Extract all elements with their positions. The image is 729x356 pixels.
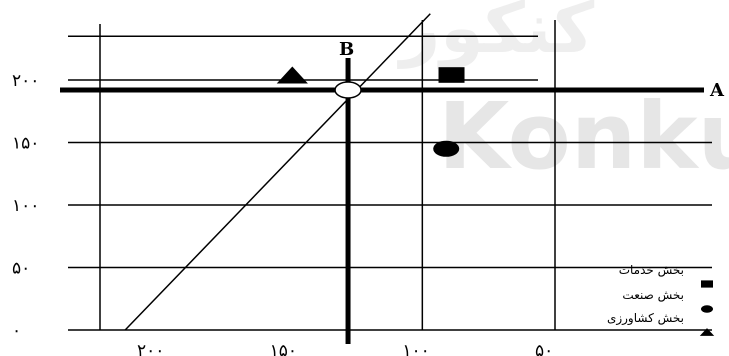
- watermark-latin: Konku: [438, 83, 729, 190]
- data-point-square: [438, 67, 465, 83]
- data-markers: [276, 66, 465, 157]
- legend-label: بخش صنعت: [622, 288, 684, 303]
- legend-marker-square: [701, 280, 713, 288]
- line-b-label: B: [339, 39, 354, 60]
- legend: بخش خدمات بخش صنعت بخش کشاورزی: [607, 263, 715, 336]
- data-point-circle: [433, 140, 460, 157]
- y-tick-label: ۱۰۰: [12, 196, 39, 216]
- y-tick-label: ۲۰۰: [12, 71, 39, 91]
- legend-marker-circle: [701, 305, 713, 313]
- watermark-persian: کنکور: [397, 0, 594, 69]
- grid: [68, 20, 712, 331]
- x-tick-label: ۱۵۰: [270, 341, 297, 356]
- x-tick-label: ۱۰۰: [402, 341, 429, 356]
- data-point-triangle: [276, 66, 308, 84]
- chart-lines: AB: [60, 13, 725, 344]
- line-a-label: A: [709, 80, 725, 101]
- legend-marker-triangle: [699, 328, 715, 336]
- axis-ticks: ۲۰۰ ۱۵۰ ۱۰۰ ۵۰ ۰ ۲۰۰ ۱۵۰ ۱۰۰ ۵۰: [12, 71, 553, 356]
- legend-label: بخش کشاورزی: [607, 311, 684, 326]
- watermark: Konku کنکور: [397, 0, 729, 190]
- diagonal-line: [124, 13, 431, 331]
- x-tick-label: ۵۰: [535, 341, 553, 356]
- intersection-marker: [334, 81, 362, 99]
- y-tick-label: ۵۰: [12, 259, 30, 279]
- legend-label: بخش خدمات: [619, 263, 684, 278]
- y-tick-label: ۱۵۰: [12, 134, 39, 154]
- y-tick-label: ۰: [12, 321, 21, 341]
- x-tick-label: ۲۰۰: [137, 341, 164, 356]
